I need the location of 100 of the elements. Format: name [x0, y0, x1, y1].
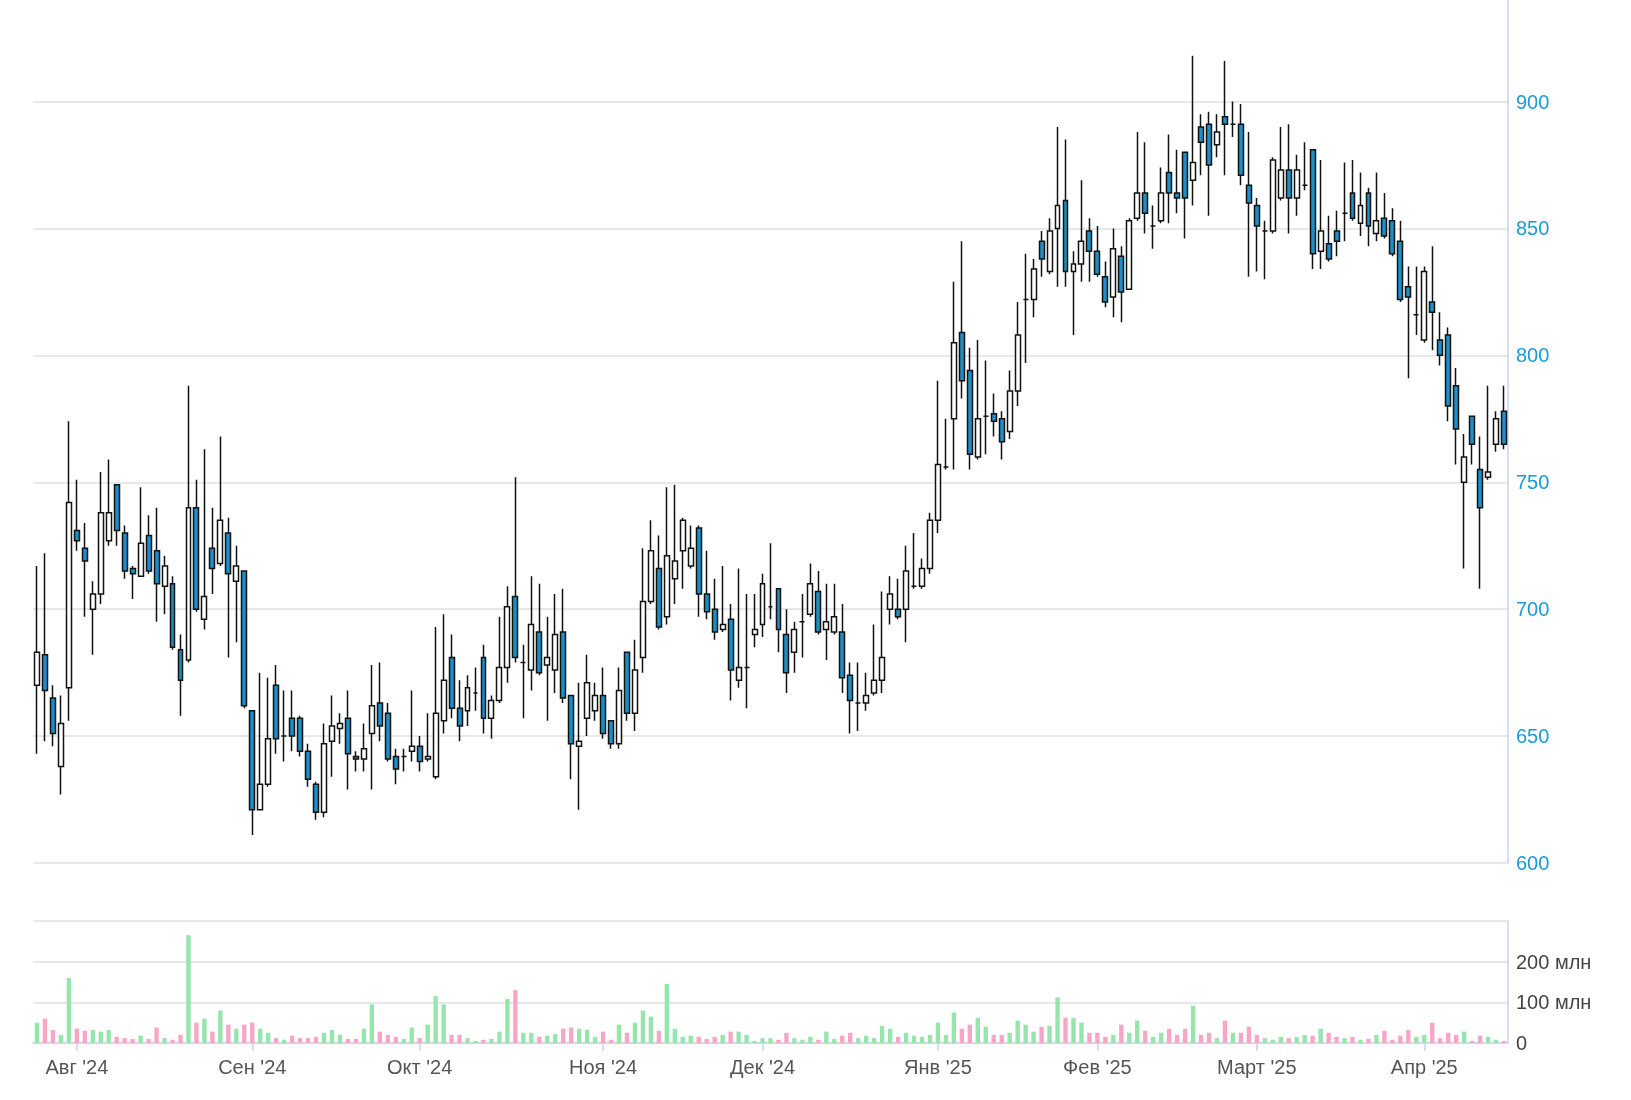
candlestick — [974, 339, 982, 461]
bar — [521, 1032, 526, 1043]
bar — [66, 977, 72, 1043]
candlestick — [169, 575, 176, 651]
bar — [792, 1038, 797, 1043]
candlestick — [1022, 253, 1030, 364]
candlestick — [1062, 138, 1069, 288]
bar — [1438, 1038, 1443, 1043]
candlestick — [655, 534, 663, 631]
candlestick — [320, 722, 328, 819]
candlestick — [607, 720, 615, 750]
bar — [1414, 1036, 1419, 1043]
bar — [1190, 1005, 1196, 1043]
bar — [1390, 1039, 1395, 1043]
candlestick — [73, 478, 81, 552]
candlestick — [767, 542, 774, 621]
candlestick — [591, 682, 599, 722]
x-tick-label: Сен '24 — [218, 1056, 287, 1078]
bar — [824, 1031, 829, 1043]
candlestick — [1133, 131, 1141, 222]
candlestick — [679, 517, 687, 590]
candlestick — [145, 514, 153, 575]
bar — [1342, 1038, 1347, 1043]
bar — [138, 1035, 143, 1043]
bar — [210, 1031, 215, 1043]
candlestick — [575, 682, 583, 811]
bar — [983, 1026, 988, 1043]
x-tick-label: Окт '24 — [387, 1056, 453, 1078]
bar — [1015, 1020, 1020, 1043]
candlestick — [998, 410, 1006, 461]
candlestick — [894, 577, 902, 621]
candlestick — [1500, 385, 1508, 451]
candlestick — [1293, 154, 1301, 217]
candlestick — [1349, 159, 1356, 222]
candlestick — [304, 742, 312, 788]
candlestick — [647, 519, 655, 605]
bar — [90, 1029, 95, 1043]
candlestick — [65, 420, 73, 722]
candlestick — [1253, 197, 1261, 273]
candlestick — [1205, 110, 1213, 217]
bar — [1079, 1022, 1084, 1043]
candlestick — [1404, 265, 1412, 379]
candlestick — [719, 565, 727, 633]
candlestick — [376, 661, 384, 742]
x-tick-label: Март '25 — [1217, 1056, 1297, 1078]
bar — [82, 1030, 88, 1043]
candlestick — [759, 572, 766, 638]
candlestick — [1054, 126, 1061, 288]
candlestick — [1301, 141, 1309, 192]
candlestick — [543, 616, 551, 722]
candlestick — [296, 715, 304, 758]
candlestick — [360, 722, 368, 773]
bar — [1406, 1029, 1411, 1043]
bar — [513, 990, 518, 1043]
candlestick — [735, 567, 743, 689]
candlestick — [1157, 166, 1165, 225]
candlestick — [495, 616, 503, 704]
candlestick — [822, 583, 830, 661]
candlestick — [1460, 433, 1468, 570]
candlestick — [57, 694, 65, 796]
bar — [1182, 1028, 1188, 1043]
x-tick-label: Авг '24 — [45, 1056, 109, 1078]
candlestick — [1109, 227, 1117, 319]
candlestick — [177, 633, 184, 717]
candlestick — [272, 664, 280, 755]
y-tick-label: 850 — [1516, 217, 1550, 240]
bar — [975, 1017, 980, 1043]
candlestick — [711, 577, 719, 641]
candlestick — [1229, 100, 1237, 138]
bar — [481, 1039, 486, 1043]
bar — [273, 1038, 279, 1043]
bar — [130, 1038, 135, 1043]
bar — [616, 1024, 622, 1043]
y-tick-label: 800 — [1516, 344, 1550, 367]
x-tick-label: Янв '25 — [904, 1056, 972, 1078]
bar — [800, 1039, 805, 1043]
candlestick — [1412, 265, 1420, 336]
bar — [784, 1032, 789, 1043]
bar — [1246, 1026, 1252, 1043]
candlestick — [1077, 179, 1085, 283]
candlestick — [264, 676, 272, 788]
candlestick — [1014, 301, 1022, 407]
bar — [1023, 1024, 1028, 1043]
bar — [1087, 1032, 1092, 1043]
bar — [967, 1024, 973, 1043]
candlestick — [806, 562, 814, 618]
candlestick — [519, 643, 527, 720]
candlestick — [639, 547, 647, 674]
candlestick — [1117, 245, 1125, 324]
bar — [959, 1028, 965, 1043]
bar — [776, 1039, 781, 1043]
candlestick — [934, 379, 942, 534]
bar — [736, 1031, 741, 1043]
candlestick — [1269, 156, 1277, 235]
bar — [170, 1039, 175, 1043]
candlestick — [1070, 250, 1077, 336]
candlestick — [727, 603, 735, 702]
bar — [473, 1040, 478, 1043]
bar — [887, 1028, 893, 1043]
candlestick — [1341, 161, 1349, 242]
